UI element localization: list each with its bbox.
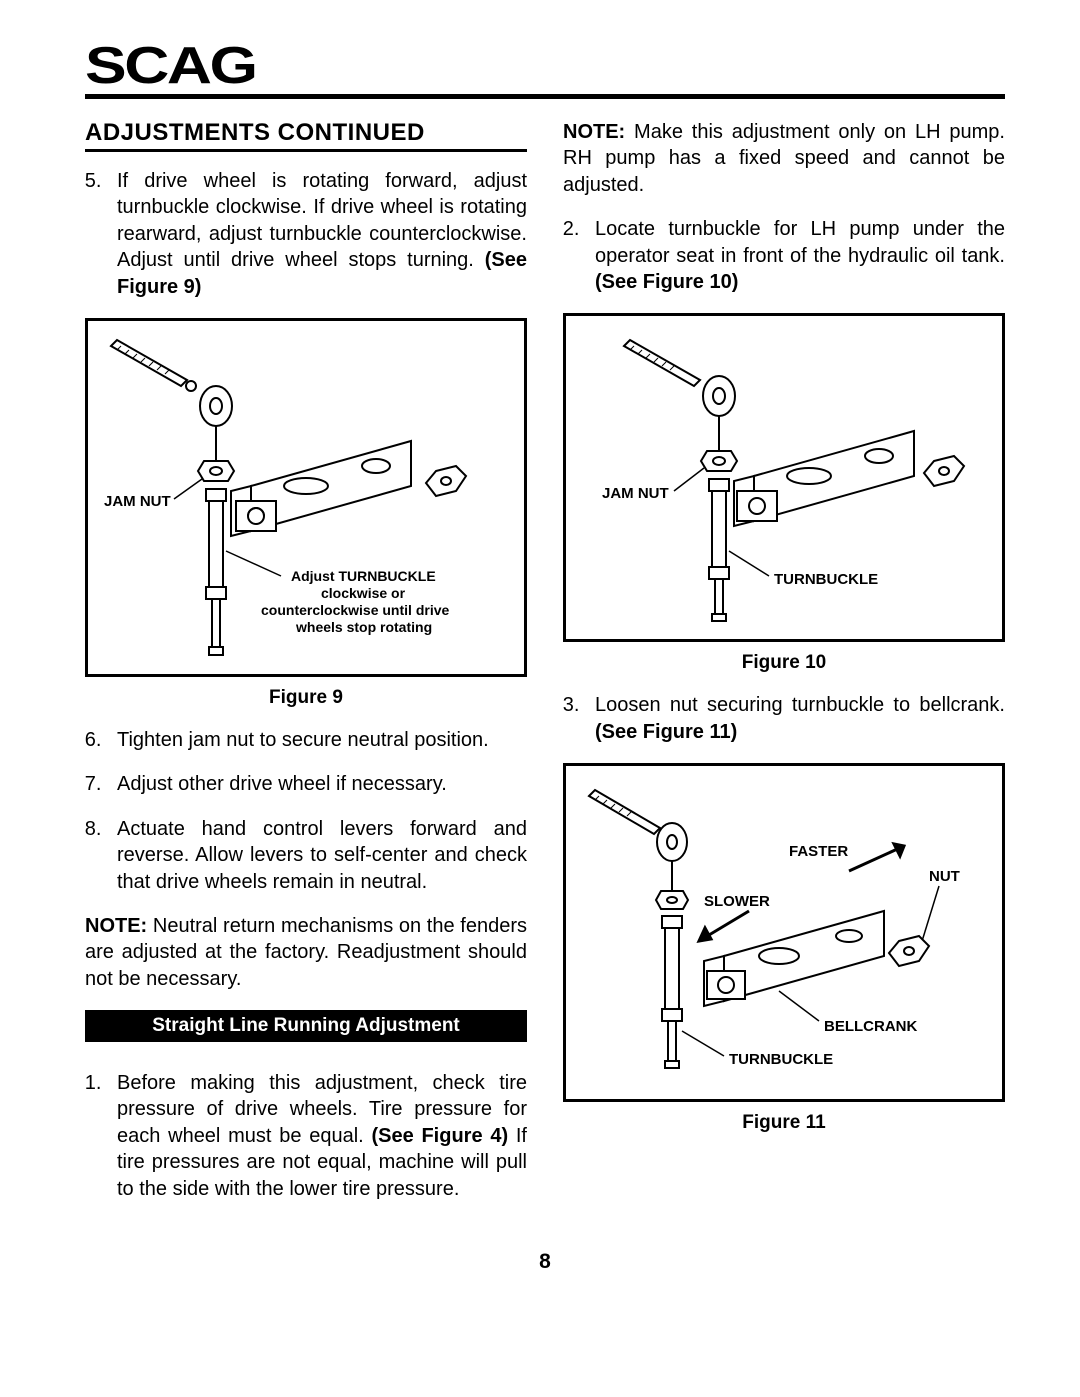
item-bold-ref: (See Figure 11) — [595, 721, 737, 743]
instruction-list-upper: If drive wheel is rotating forward, adju… — [85, 168, 527, 300]
right-column: NOTE: Make this adjustment only on LH pu… — [563, 119, 1005, 1220]
item-bold-ref: (See Figure 4) — [371, 1125, 508, 1147]
subsection-bar: Straight Line Running Adjustment — [85, 1010, 527, 1042]
fig10-label-turnbuckle: TURNBUCKLE — [774, 571, 878, 588]
list-item: Tighten jam nut to secure neutral positi… — [107, 727, 527, 753]
figure-10-diagram: JAM NUT — [574, 326, 994, 626]
fig9-label-jamnut: JAM NUT — [104, 493, 171, 510]
fig9-label-adjust-2: clockwise or — [321, 585, 406, 601]
section-title: ADJUSTMENTS CONTINUED — [85, 119, 527, 147]
figure-10-box: JAM NUT — [563, 313, 1005, 642]
section-rule — [85, 149, 527, 152]
figure-11-caption: Figure 11 — [563, 1112, 1005, 1134]
note-body: Neutral return mechanisms on the fenders… — [85, 915, 527, 990]
left-column: ADJUSTMENTS CONTINUED If drive wheel is … — [85, 119, 527, 1220]
figure-11-box: FASTER NUT SLOWER — [563, 763, 1005, 1102]
figure-9-caption: Figure 9 — [85, 687, 527, 709]
list-item: Actuate hand control levers forward and … — [107, 816, 527, 895]
fig9-label-adjust-1: Adjust TURNBUCKLE — [291, 568, 436, 584]
list-item: Before making this adjustment, check tir… — [107, 1070, 527, 1202]
figure-9-diagram: JAM NUT — [96, 331, 516, 661]
instruction-list-right-a: Locate turnbuckle for LH pump under the … — [563, 216, 1005, 295]
item-text-pre: Locate turnbuckle for LH pump under the … — [595, 218, 1005, 266]
figure-11-diagram: FASTER NUT SLOWER — [574, 776, 994, 1086]
note-paragraph-right: NOTE: Make this adjustment only on LH pu… — [563, 119, 1005, 198]
fig11-label-nut: NUT — [929, 868, 960, 885]
fig11-label-slower: SLOWER — [704, 893, 770, 910]
list-item: Locate turnbuckle for LH pump under the … — [585, 216, 1005, 295]
fig9-label-adjust-3: counterclockwise until drive — [261, 602, 449, 618]
content-columns: ADJUSTMENTS CONTINUED If drive wheel is … — [85, 119, 1005, 1220]
note-prefix: NOTE: — [85, 915, 147, 937]
item-text-pre: Loosen nut securing turnbuckle to bellcr… — [595, 694, 1005, 716]
fig11-label-bellcrank: BELLCRANK — [824, 1018, 917, 1035]
note-prefix: NOTE: — [563, 121, 625, 143]
note-body: Make this adjustment only on LH pump. RH… — [563, 121, 1005, 196]
item-bold-ref: (See Figure 10) — [595, 271, 738, 293]
figure-9-box: JAM NUT — [85, 318, 527, 677]
fig10-label-jamnut: JAM NUT — [602, 485, 669, 502]
list-item: If drive wheel is rotating forward, adju… — [107, 168, 527, 300]
page-number: 8 — [85, 1250, 1005, 1274]
brand-logo: SCAG — [85, 40, 256, 92]
note-paragraph: NOTE: Neutral return mechanisms on the f… — [85, 913, 527, 992]
figure-10-caption: Figure 10 — [563, 652, 1005, 674]
list-item: Loosen nut securing turnbuckle to bellcr… — [585, 692, 1005, 745]
list-item: Adjust other drive wheel if necessary. — [107, 771, 527, 797]
fig11-label-faster: FASTER — [789, 843, 848, 860]
instruction-list-cont: Tighten jam nut to secure neutral positi… — [85, 727, 527, 895]
instruction-list-lower: Before making this adjustment, check tir… — [85, 1070, 527, 1202]
instruction-list-right-b: Loosen nut securing turnbuckle to bellcr… — [563, 692, 1005, 745]
fig9-label-adjust-4: wheels stop rotating — [295, 619, 432, 635]
item-text: If drive wheel is rotating forward, adju… — [117, 170, 527, 271]
fig11-label-turnbuckle: TURNBUCKLE — [729, 1051, 833, 1068]
